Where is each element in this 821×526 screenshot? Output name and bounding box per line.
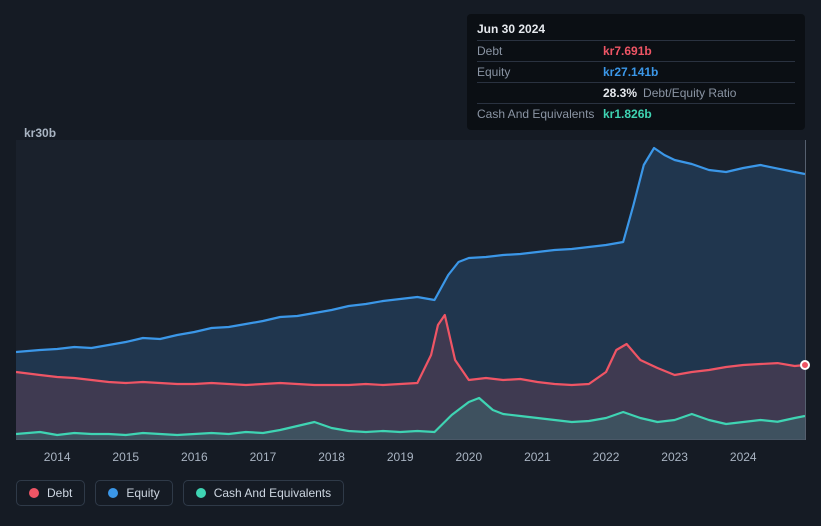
x-tick-label: 2023: [661, 450, 688, 464]
x-tick-label: 2016: [181, 450, 208, 464]
chart-plot[interactable]: [16, 140, 805, 440]
chart-hover-marker: [800, 360, 810, 370]
legend-label: Debt: [47, 486, 72, 500]
x-tick-label: 2024: [730, 450, 757, 464]
tooltip-row-value: 28.3%: [603, 86, 637, 100]
legend-item[interactable]: Equity: [95, 480, 172, 506]
legend-dot-icon: [29, 488, 39, 498]
y-axis-label-max: kr30b: [24, 126, 56, 140]
x-tick-label: 2019: [387, 450, 414, 464]
x-tick-label: 2018: [318, 450, 345, 464]
chart-legend: Debt Equity Cash And Equivalents: [16, 480, 344, 506]
x-tick-label: 2017: [250, 450, 277, 464]
x-axis: 2014 2015 2016 2017 2018 2019 2020 2021 2022 2023…: [16, 450, 805, 470]
x-tick-label: 2015: [112, 450, 139, 464]
tooltip-row-value: kr7.691b: [603, 44, 652, 58]
x-tick-label: 2014: [44, 450, 71, 464]
x-tick-label: 2020: [455, 450, 482, 464]
tooltip-row-label: Equity: [477, 65, 603, 79]
tooltip-row: Equitykr27.141b: [477, 61, 795, 82]
legend-item[interactable]: Cash And Equivalents: [183, 480, 344, 506]
legend-label: Equity: [126, 486, 159, 500]
tooltip-row-extra: Debt/Equity Ratio: [643, 86, 736, 100]
tooltip-row: Debtkr7.691b: [477, 40, 795, 61]
legend-dot-icon: [196, 488, 206, 498]
tooltip-row-label: Debt: [477, 44, 603, 58]
tooltip-row-label: [477, 86, 603, 100]
chart-tooltip: Jun 30 2024 Debtkr7.691bEquitykr27.141b2…: [467, 14, 805, 130]
tooltip-row-value: kr1.826b: [603, 107, 652, 121]
chart-hover-line: [805, 140, 806, 440]
legend-item[interactable]: Debt: [16, 480, 85, 506]
tooltip-row-value: kr27.141b: [603, 65, 658, 79]
x-tick-label: 2022: [593, 450, 620, 464]
tooltip-row: Cash And Equivalentskr1.826b: [477, 103, 795, 124]
legend-label: Cash And Equivalents: [214, 486, 331, 500]
tooltip-row: 28.3% Debt/Equity Ratio: [477, 82, 795, 103]
tooltip-row-label: Cash And Equivalents: [477, 107, 603, 121]
tooltip-title: Jun 30 2024: [477, 20, 795, 40]
x-tick-label: 2021: [524, 450, 551, 464]
legend-dot-icon: [108, 488, 118, 498]
